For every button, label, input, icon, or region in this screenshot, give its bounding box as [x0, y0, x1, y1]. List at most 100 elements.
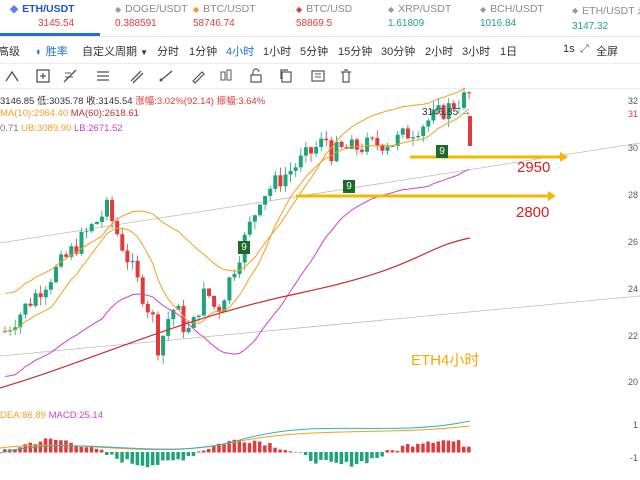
candle-body	[43, 289, 48, 298]
macd-bar	[329, 452, 333, 462]
copy-icon[interactable]	[278, 68, 294, 84]
ticker-btc-usd[interactable]: ◆ BTC/USD 58869.5	[296, 3, 353, 29]
interval-5m[interactable]: 5分钟	[300, 46, 329, 58]
ethereum-icon: ◆	[10, 3, 19, 15]
macd-bar	[237, 440, 242, 453]
macd-bar	[263, 445, 267, 453]
ticker-bch-usdt[interactable]: ◆ BCH/USDT 1016.84	[480, 3, 544, 29]
interval-4h[interactable]: 4小时	[226, 46, 255, 58]
ruler-icon[interactable]	[62, 68, 78, 84]
macd-bar	[360, 452, 364, 462]
candle-body	[217, 306, 222, 313]
candle-body	[288, 170, 293, 175]
macd-bar	[227, 441, 231, 453]
interval-1d[interactable]: 1日	[500, 46, 518, 58]
interval-advanced[interactable]: 高级	[0, 46, 20, 58]
candle-body	[125, 250, 130, 263]
ma-info: MA(10):2964.40 MA(60):2618.61	[0, 108, 139, 119]
macd-bar	[212, 445, 216, 453]
macd-bar	[115, 452, 119, 459]
ticker-eth-usdt-perp[interactable]: ◆ETH/USDT 永 3147.32	[572, 3, 640, 35]
macd-bar	[69, 442, 73, 453]
macd-bar	[456, 440, 461, 453]
macd-bar	[380, 452, 384, 457]
candle-body	[365, 137, 370, 152]
candle-body	[59, 254, 64, 267]
boll-info: 0.71 UB:3089.90 LB:2671.52	[0, 123, 123, 134]
macd-bar	[176, 452, 180, 460]
line-icon[interactable]	[158, 68, 174, 84]
plus-box-icon[interactable]	[35, 68, 51, 84]
candle-body	[380, 145, 385, 151]
candlestick-chart[interactable]	[0, 88, 640, 480]
active-tab-indicator	[0, 33, 100, 36]
candle-body	[468, 116, 472, 146]
last-price-label: 3146.85 →	[422, 107, 471, 118]
win-rate-button[interactable]: ◐ 胜率	[36, 46, 68, 58]
macd-bar	[140, 452, 145, 466]
fullscreen-icon[interactable]: ⤢	[580, 43, 589, 55]
interval-1m[interactable]: 1分钟	[189, 46, 218, 58]
grid-icon[interactable]	[4, 68, 20, 84]
candle-body	[436, 105, 441, 110]
macd-bar	[411, 446, 415, 453]
interval-1s[interactable]: 1s	[563, 43, 575, 55]
interval-15m[interactable]: 15分钟	[338, 46, 373, 58]
crosshair-icon[interactable]	[95, 68, 111, 84]
macd-info: DEA:86.89 MACD:25.14	[0, 410, 103, 421]
macd-bar	[242, 442, 247, 453]
interval-30m[interactable]: 30分钟	[381, 46, 416, 58]
candle-body	[268, 188, 273, 196]
candle-body	[324, 138, 329, 141]
interval-2h[interactable]: 2小时	[425, 46, 454, 58]
ticker-bar: ◆ ETH/USDT 3145.54 ◆ DOGE/USDT 0.388591 ◆ B…	[0, 0, 640, 37]
macd-bar	[283, 450, 287, 453]
axis-label: 31	[627, 109, 638, 119]
macd-bar	[298, 452, 303, 453]
macd-bar	[451, 441, 456, 453]
candle-body	[247, 221, 252, 235]
macd-bar	[324, 452, 328, 461]
macd-bar	[446, 440, 451, 453]
macd-bar	[207, 449, 211, 453]
macd-bar	[222, 444, 226, 453]
custom-period-dropdown[interactable]: 自定义周期 ▼	[82, 46, 148, 58]
candle-body	[222, 300, 227, 313]
candle-body	[227, 277, 232, 301]
macd-bar	[344, 452, 349, 462]
trend-line-lower	[0, 295, 640, 357]
macd-bar	[354, 452, 359, 465]
candle-body	[105, 199, 109, 217]
ticker-xrp-usdt[interactable]: ◆ XRP/USDT 1.61809	[388, 3, 452, 29]
boll-lower-line	[4, 168, 470, 377]
macd-bar	[436, 441, 440, 453]
candle-body	[186, 327, 191, 333]
eye-icon[interactable]	[310, 68, 326, 84]
candle-body	[278, 175, 283, 187]
support-level-label: 2800	[516, 204, 550, 221]
status-dot-icon: ◆	[572, 6, 579, 15]
candle-body	[293, 167, 298, 171]
brush-icon[interactable]	[128, 68, 144, 84]
ticker-eth-usdt[interactable]: ◆ ETH/USDT 3145.54	[10, 3, 75, 29]
ticker-btc-usdt[interactable]: ◆ BTC/USDT 58746.74	[193, 3, 256, 29]
trash-icon[interactable]	[338, 68, 354, 84]
pen-icon[interactable]	[190, 68, 206, 84]
win-rate-icon: ◐	[36, 46, 43, 58]
axis-label: 20	[627, 377, 638, 387]
ticker-doge-usdt[interactable]: ◆ DOGE/USDT 0.388591	[115, 3, 188, 29]
lock-icon[interactable]	[248, 68, 264, 84]
macd-bar	[125, 452, 129, 460]
candle-body	[94, 221, 99, 225]
candle-body	[64, 254, 69, 257]
interval-1h[interactable]: 1小时	[263, 46, 292, 58]
fullscreen-button[interactable]: 全屏	[596, 46, 618, 58]
macd-bar	[273, 447, 277, 453]
interval-time-share[interactable]: 分时	[157, 46, 179, 58]
macd-bar	[84, 447, 89, 453]
candle-body	[140, 277, 145, 304]
interval-3h[interactable]: 3小时	[462, 46, 491, 58]
candle-icon[interactable]	[218, 68, 234, 84]
candle-body	[462, 92, 466, 108]
candle-body	[334, 141, 339, 162]
